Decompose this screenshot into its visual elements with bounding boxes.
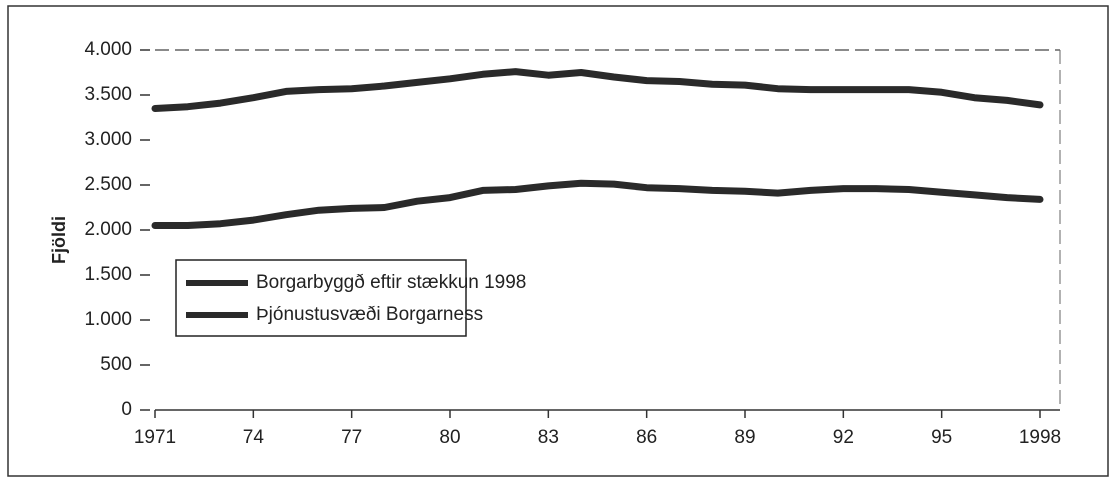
y-tick-label: 2.500 [84,174,132,195]
y-tick-label: 3.500 [84,84,132,105]
frame [7,5,1109,477]
series-line [151,68,1044,112]
legend-label: Borgarbyggð eftir stækkun 1998 [256,272,526,293]
x-tick-label: 80 [439,427,460,448]
y-tick-label: 1.500 [84,264,132,285]
y-tick-label: 3.000 [84,129,132,150]
y-tick-label: 4.000 [84,39,132,60]
y-axis-label: Fjöldi [49,216,69,264]
x-tick-label: 83 [538,427,559,448]
x-tick-label: 77 [341,427,362,448]
series-line [151,179,1044,229]
y-tick-label: 500 [100,354,132,375]
x-tick-label: 1998 [1019,427,1061,448]
x-tick-label: 95 [931,427,952,448]
x-tick-label: 89 [734,427,755,448]
x-tick-label: 92 [833,427,854,448]
y-tick-label: 1.000 [84,309,132,330]
x-tick-label: 1971 [134,427,176,448]
x-tick-label: 74 [243,427,265,448]
legend-label: Þjónustusvæði Borgarness [256,304,483,325]
x-tick-label: 86 [636,427,657,448]
y-tick-label: 2.000 [84,219,132,240]
y-tick-label: 0 [121,399,132,420]
legend [175,259,467,337]
